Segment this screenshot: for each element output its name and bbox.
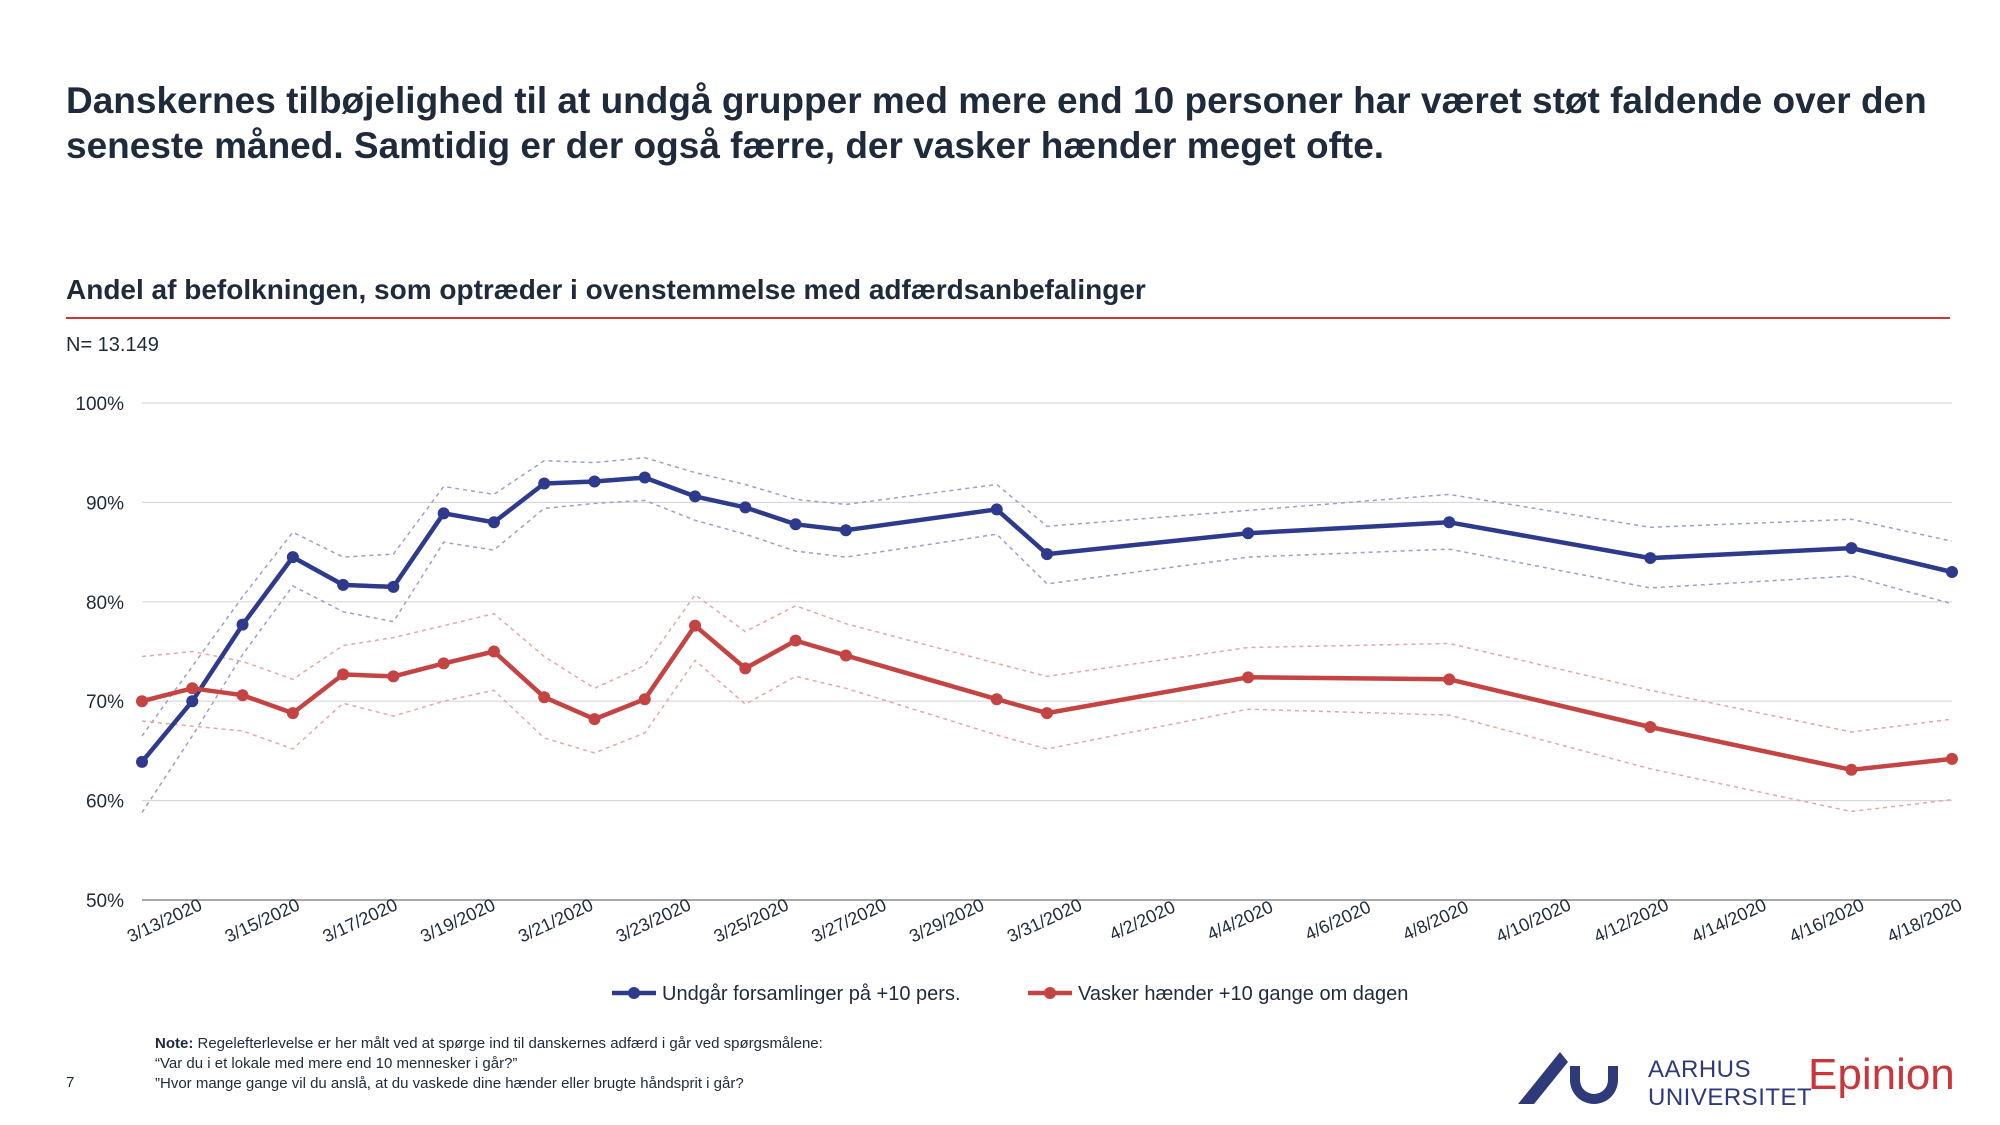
- x-tick-label: 3/21/2020: [515, 895, 596, 947]
- footnote: Note: Regelefterlevelse er her målt ved …: [155, 1034, 823, 1094]
- logo-au-line2: UNIVERSITET: [1648, 1084, 1813, 1111]
- x-tick-label: 3/25/2020: [711, 895, 792, 947]
- series-1-lower-bound: [141, 499, 1953, 813]
- legend-marker-2: [1044, 987, 1056, 999]
- x-tick-label: 4/6/2020: [1302, 897, 1374, 945]
- series-2-point: [1041, 707, 1053, 720]
- series-2-point: [1644, 721, 1657, 734]
- series-1-point: [789, 518, 802, 531]
- series-2-lower-bound: [141, 659, 1953, 813]
- series-2-point: [286, 707, 299, 720]
- series-1-point: [1443, 516, 1456, 529]
- series-2-point: [1242, 671, 1255, 684]
- sample-size-label: N= 13.149: [66, 334, 159, 356]
- legend-label-1: Undgår forsamlinger på +10 pers.: [662, 983, 961, 1005]
- series-1-point: [1041, 548, 1053, 561]
- y-tick-label: 60%: [86, 792, 124, 813]
- footnote-label: Note:: [155, 1035, 194, 1052]
- x-tick-label: 4/2/2020: [1106, 897, 1178, 945]
- series-2-point: [487, 645, 500, 658]
- footnote-question-2: ”Hvor mange gange vil du anslå, at du va…: [155, 1075, 744, 1092]
- series-1-upper-bound: [141, 456, 1953, 737]
- series-2-upper-bound: [141, 593, 1953, 733]
- series-1-point: [1946, 565, 1958, 578]
- y-tick-label: 90%: [86, 493, 124, 514]
- series-1-point: [689, 490, 702, 503]
- series-1-point: [487, 516, 500, 529]
- series-1-point: [136, 755, 148, 768]
- series-1-point: [286, 551, 299, 564]
- x-tick-label: 4/18/2020: [1884, 895, 1965, 947]
- x-tick-label: 3/29/2020: [906, 895, 987, 947]
- series-2-point: [1845, 763, 1858, 776]
- x-tick-label: 3/15/2020: [222, 895, 303, 947]
- series-1-point: [990, 503, 1003, 516]
- series-2-point: [638, 693, 651, 706]
- series-1-point: [588, 475, 601, 488]
- series-1-point: [236, 618, 249, 631]
- x-tick-label: 4/16/2020: [1786, 895, 1867, 947]
- x-tick-label: 3/13/2020: [124, 895, 205, 947]
- legend-marker-1: [628, 987, 640, 999]
- series-2-point: [839, 649, 852, 662]
- series-2-point: [689, 619, 702, 632]
- y-tick-label: 50%: [86, 891, 124, 912]
- series-2-point: [789, 634, 802, 647]
- series-1-point: [337, 578, 350, 591]
- series-2-point: [236, 689, 249, 702]
- series-2-point: [437, 657, 450, 670]
- footnote-text: Regelefterlevelse er her målt ved at spø…: [197, 1035, 823, 1052]
- series-2-point: [186, 682, 199, 695]
- y-tick-label: 80%: [86, 593, 124, 614]
- footnote-question-1: “Var du i et lokale med mere end 10 menn…: [155, 1055, 518, 1072]
- series-1-point: [538, 477, 551, 490]
- series-2-point: [538, 691, 551, 704]
- series-1-line: [140, 475, 1953, 764]
- series-2-point: [1946, 752, 1958, 765]
- x-tick-label: 4/14/2020: [1688, 895, 1769, 947]
- aarhus-university-logo-icon: [1518, 1052, 1618, 1104]
- series-1-point: [387, 580, 400, 593]
- slide-headline: Danskernes tilbøjelighed til at undgå gr…: [66, 80, 1927, 166]
- series-2-point: [1443, 673, 1456, 686]
- series-1-point: [1242, 527, 1255, 540]
- series-1-point: [739, 501, 752, 514]
- aarhus-university-wordmark: AARHUS UNIVERSITET: [1648, 1056, 1812, 1112]
- x-tick-label: 4/4/2020: [1204, 897, 1276, 945]
- x-tick-label: 3/31/2020: [1004, 895, 1085, 947]
- page-number: 7: [66, 1074, 75, 1091]
- series-2-line: [141, 623, 1953, 773]
- series-1-point: [186, 695, 199, 708]
- series-2-point: [588, 713, 601, 726]
- series-2-point: [990, 693, 1003, 706]
- x-tick-label: 3/17/2020: [320, 895, 401, 947]
- series-2-point: [337, 668, 350, 681]
- logo-au-line1: AARHUS: [1648, 1056, 1752, 1083]
- x-tick-label: 4/8/2020: [1400, 897, 1472, 945]
- series-1-point: [638, 471, 651, 484]
- title-divider: [66, 317, 1950, 319]
- series-1-point: [839, 524, 852, 537]
- x-tick-label: 3/19/2020: [417, 895, 498, 947]
- y-tick-label: 70%: [86, 692, 124, 713]
- series-1-point: [1845, 542, 1858, 555]
- legend-label-2: Vasker hænder +10 gange om dagen: [1078, 983, 1408, 1005]
- series-1-point: [1644, 552, 1657, 565]
- x-tick-label: 4/12/2020: [1591, 895, 1672, 947]
- x-tick-label: 3/27/2020: [808, 895, 889, 947]
- chart-subtitle: Andel af befolkningen, som optræder i ov…: [66, 274, 1146, 305]
- line-chart: 50% 60% 70% 80% 90% 100% 3/13/2020 3/15/2020 3/1…: [75, 394, 1965, 1005]
- x-tick-label: 3/23/2020: [613, 895, 694, 947]
- series-2-point: [739, 662, 752, 675]
- series-2-point: [136, 695, 148, 708]
- series-2-point: [387, 670, 400, 683]
- series-1-point: [437, 507, 450, 520]
- x-tick-label: 4/10/2020: [1493, 895, 1574, 947]
- y-tick-label: 100%: [75, 394, 124, 415]
- epinion-logo: Epinion: [1808, 1050, 1955, 1099]
